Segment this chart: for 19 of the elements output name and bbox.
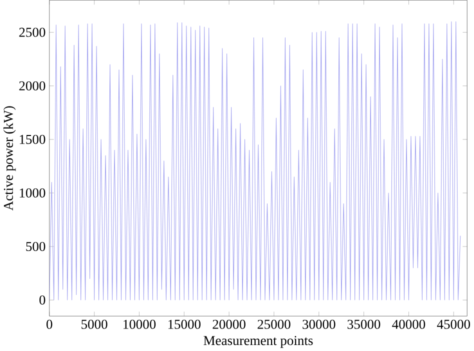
x-axis-title: Measurement points	[204, 336, 313, 348]
y-tick-label: 0	[39, 295, 46, 304]
y-tick-label: 500	[26, 242, 46, 251]
x-tick-label: 40000	[392, 320, 426, 329]
x-tick-label: 45000	[437, 320, 470, 329]
x-tick-label: 20000	[212, 320, 246, 329]
x-tick-label: 35000	[348, 320, 380, 329]
line-series	[49, 21, 461, 300]
x-tick-label: 0	[46, 320, 52, 329]
y-tick-label: 2000	[19, 81, 46, 90]
x-tick-label: 25000	[258, 320, 290, 329]
x-tick-label: 5000	[82, 320, 108, 329]
x-tick-label: 30000	[302, 320, 336, 329]
y-axis-title: Active power (kW)	[3, 106, 16, 210]
x-tick-label: 10000	[124, 320, 156, 329]
y-tick-label: 2500	[19, 28, 46, 37]
y-tick-label: 1500	[20, 134, 46, 144]
x-tick-label: 15000	[168, 320, 201, 329]
y-tick-label: 1000	[20, 188, 46, 198]
